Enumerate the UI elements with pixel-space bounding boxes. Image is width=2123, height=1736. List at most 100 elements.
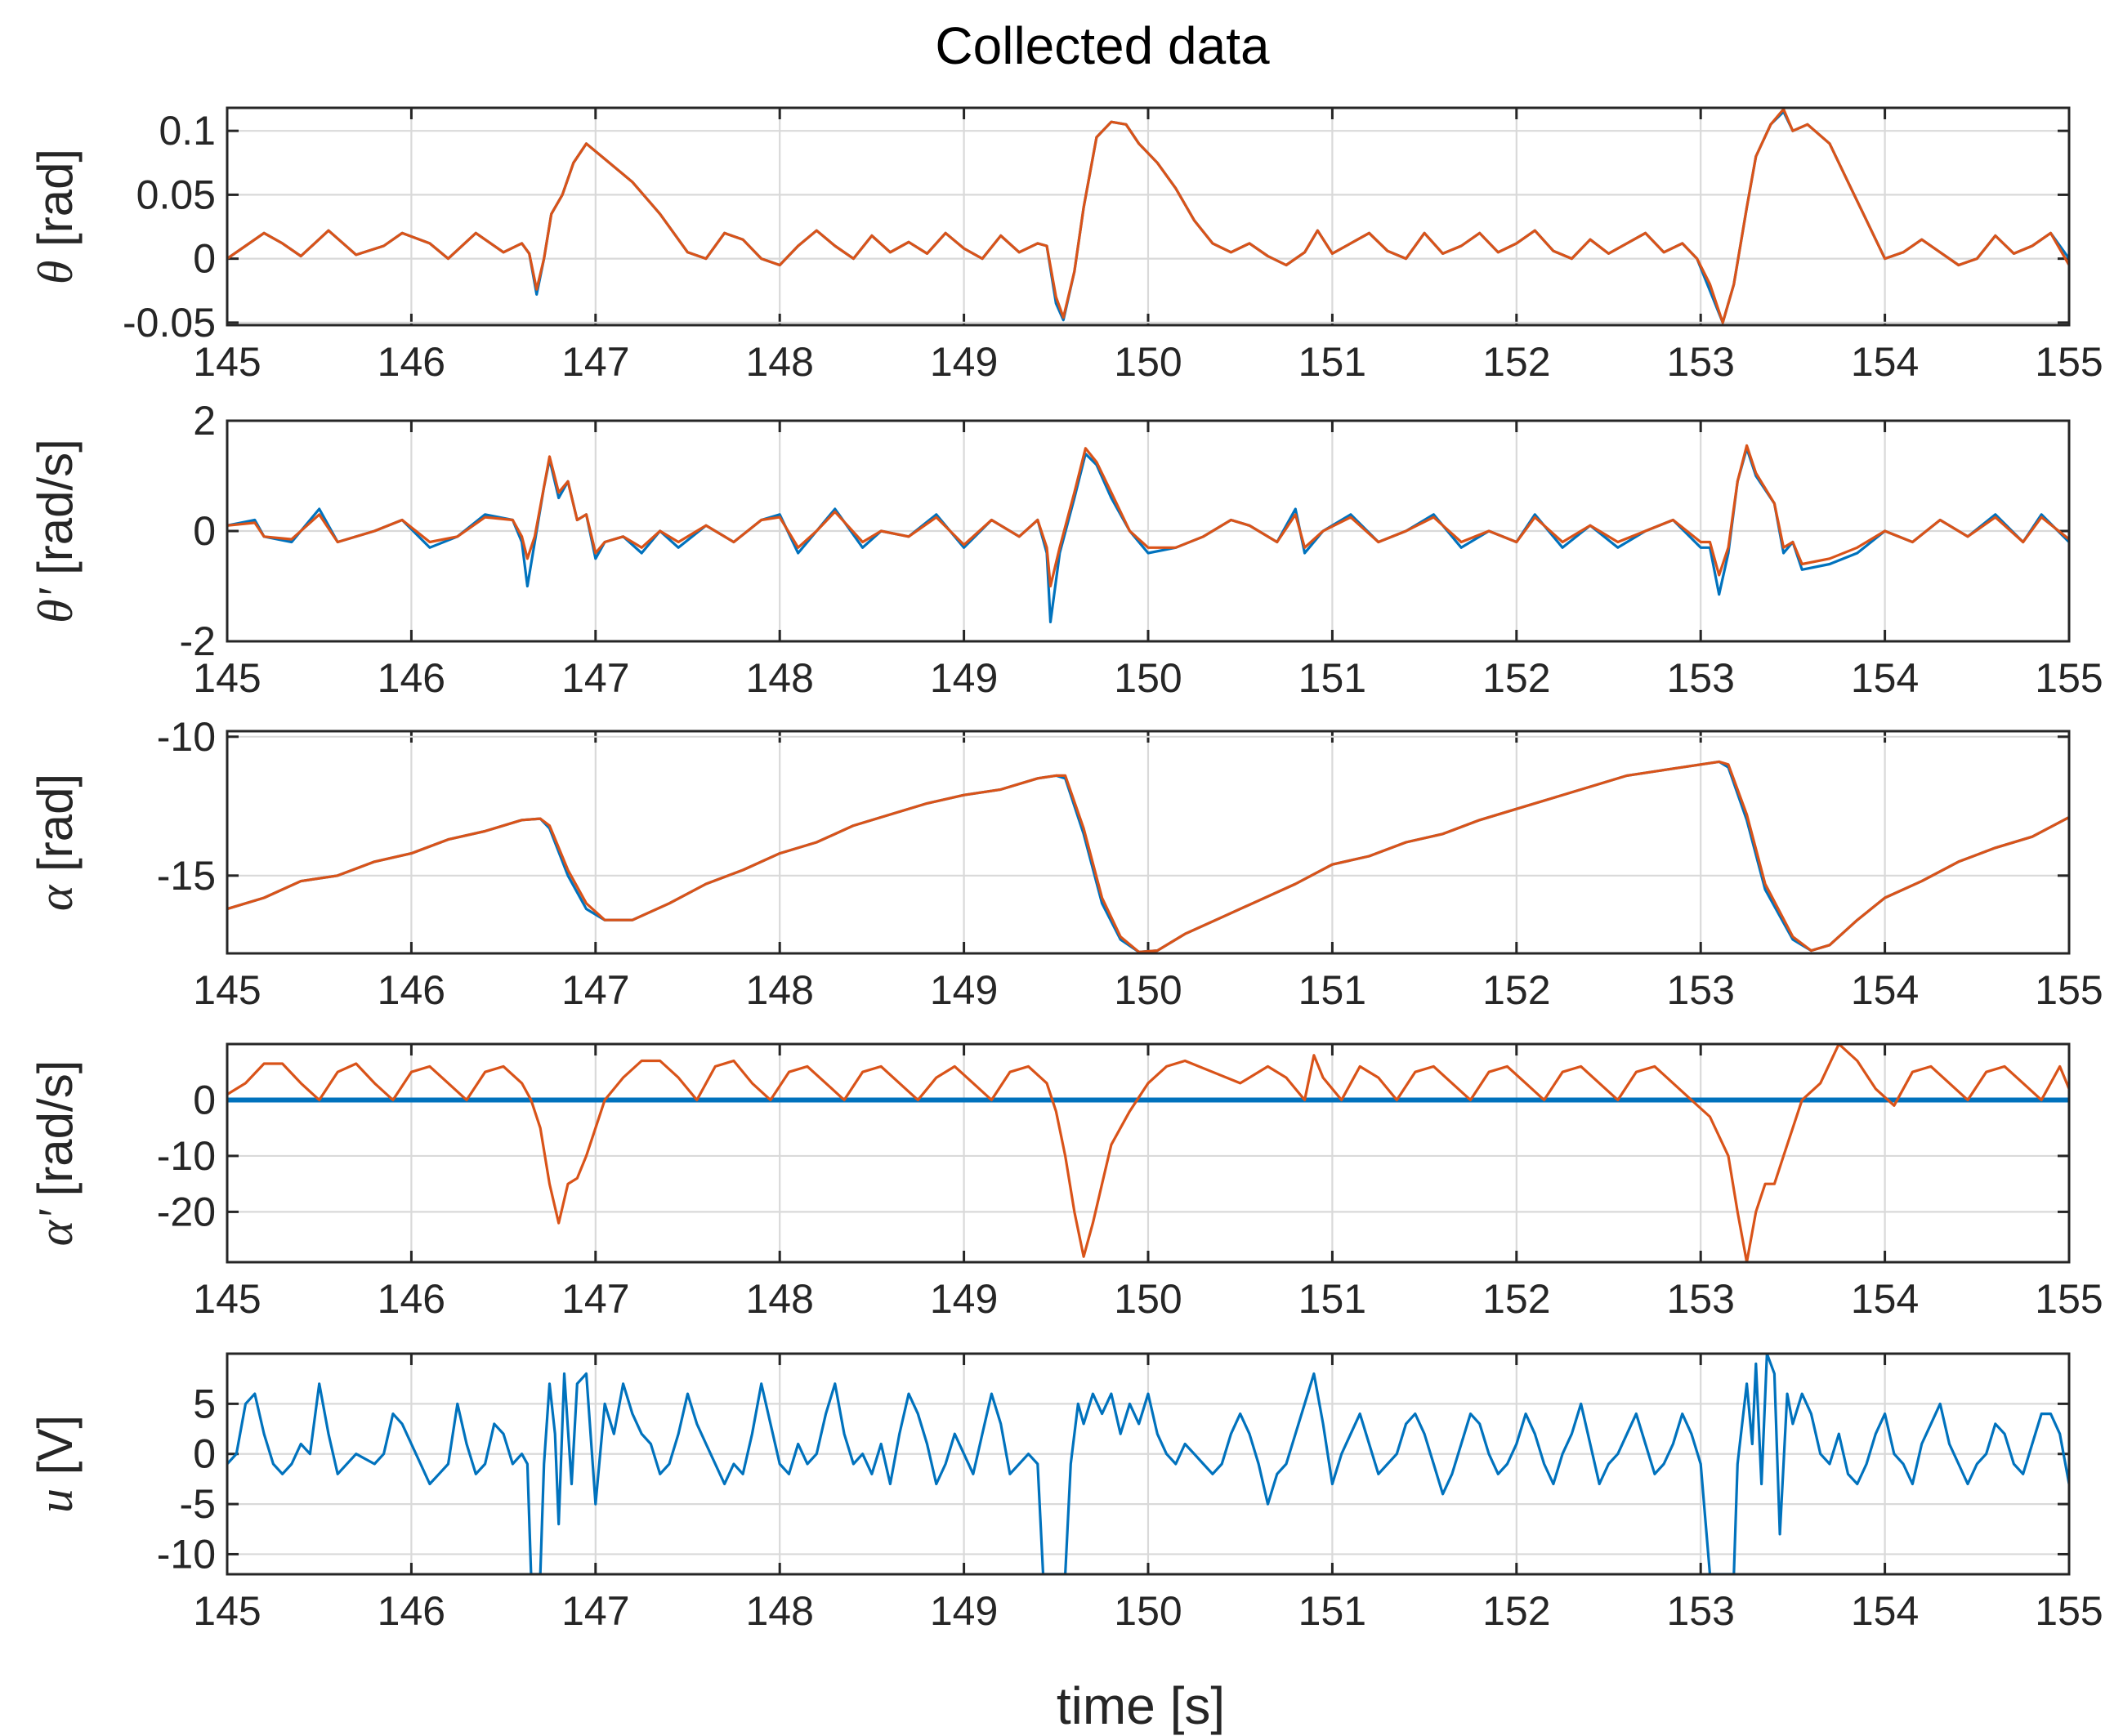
- x-tick-label: 154: [1851, 655, 1919, 701]
- y-tick-label: -15: [157, 853, 216, 899]
- y-axis-label-unit: [V]: [28, 1415, 83, 1488]
- series-line-estimated: [227, 108, 2069, 324]
- x-tick-label: 146: [378, 339, 445, 385]
- axes-frame: [226, 419, 2071, 643]
- x-tick-label: 146: [378, 655, 445, 701]
- series-line-estimated: [227, 1044, 2069, 1262]
- x-tick-label: 146: [378, 967, 445, 1013]
- y-tick-label: 0.05: [136, 172, 216, 217]
- x-tick-label: 150: [1114, 339, 1182, 385]
- x-tick-label: 145: [193, 339, 261, 385]
- x-tick-label: 154: [1851, 1588, 1919, 1634]
- y-tick-label: 0: [193, 236, 216, 282]
- x-tick-label: 155: [2035, 339, 2103, 385]
- x-tick-label: 150: [1114, 967, 1182, 1013]
- x-tick-label: 155: [2035, 1276, 2103, 1322]
- x-tick-label: 146: [378, 1276, 445, 1322]
- x-tick-label: 150: [1114, 655, 1182, 701]
- y-tick-label: 2: [193, 398, 216, 444]
- subplot-1: 145 146 147 148 149 150 151 152 153 154 155 0.1 0.05…: [28, 106, 2103, 385]
- x-tick-label: 148: [745, 655, 813, 701]
- x-tick-label: 148: [745, 1588, 813, 1634]
- x-tick-label: 145: [193, 967, 261, 1013]
- x-tick-label: 145: [193, 1276, 261, 1322]
- y-tick-label: 0: [193, 1077, 216, 1122]
- x-tick-label: 151: [1298, 1276, 1366, 1322]
- x-tick-label: 146: [378, 1588, 445, 1634]
- y-tick-label: -10: [157, 714, 216, 760]
- x-tick-label: 145: [193, 655, 261, 701]
- x-tick-label: 150: [1114, 1588, 1182, 1634]
- x-tick-label: 153: [1666, 339, 1734, 385]
- y-axis-label-variable: α': [29, 1209, 83, 1246]
- x-axis-label: time [s]: [1057, 1676, 1225, 1735]
- x-tick-label: 148: [745, 1276, 813, 1322]
- x-tick-label: 149: [930, 1588, 998, 1634]
- x-tick-label: 155: [2035, 655, 2103, 701]
- x-tick-label: 147: [561, 655, 629, 701]
- y-axis-label: θ' [rad/s]: [28, 439, 83, 623]
- y-tick-label: -2: [180, 618, 216, 664]
- axes-frame: [226, 1042, 2071, 1264]
- x-tick-label: 152: [1482, 655, 1550, 701]
- y-axis-label-unit: [rad]: [28, 149, 83, 261]
- axes-frame: [226, 1352, 2071, 1576]
- x-tick-label: 147: [561, 1588, 629, 1634]
- x-tick-label: 152: [1482, 1588, 1550, 1634]
- x-tick-label: 154: [1851, 1276, 1919, 1322]
- y-tick-label: 0: [193, 1431, 216, 1477]
- y-axis-label-unit: [rad/s]: [28, 439, 83, 588]
- y-axis-label-variable: θ: [29, 261, 83, 284]
- y-axis-label: α [rad]: [28, 774, 83, 911]
- subplots: 145 146 147 148 149 150 151 152 153 154 155 0.1 0.05…: [28, 106, 2103, 1634]
- y-tick-label: 0: [193, 508, 216, 554]
- series-line-estimated: [227, 444, 2069, 588]
- axes-frame: [226, 730, 2071, 955]
- x-tick-label: 153: [1666, 967, 1734, 1013]
- x-tick-label: 155: [2035, 1588, 2103, 1634]
- x-tick-label: 147: [561, 339, 629, 385]
- y-tick-label: -0.05: [123, 300, 216, 346]
- x-tick-label: 147: [561, 967, 629, 1013]
- x-tick-label: 150: [1114, 1276, 1182, 1322]
- y-tick-label: -10: [157, 1133, 216, 1179]
- y-axis-label: u [V]: [28, 1415, 83, 1513]
- x-tick-label: 151: [1298, 1588, 1366, 1634]
- x-tick-label: 155: [2035, 967, 2103, 1013]
- x-tick-label: 151: [1298, 339, 1366, 385]
- subplot-4: 145 146 147 148 149 150 151 152 153 154 155 0 -10 -20…: [28, 1042, 2103, 1322]
- x-tick-label: 152: [1482, 967, 1550, 1013]
- subplot-3: 145 146 147 148 149 150 151 152 153 154 155 -10 -15 α…: [28, 714, 2103, 1013]
- y-tick-label: -20: [157, 1189, 216, 1234]
- y-axis-label-variable: θ': [29, 587, 83, 623]
- y-axis-label: α' [rad/s]: [28, 1060, 83, 1247]
- axes-frame: [226, 106, 2071, 327]
- x-tick-label: 153: [1666, 1588, 1734, 1634]
- x-tick-label: 149: [930, 967, 998, 1013]
- series-line-measured: [227, 1354, 2069, 1574]
- x-tick-label: 152: [1482, 339, 1550, 385]
- x-tick-label: 149: [930, 1276, 998, 1322]
- subplot-5: 145 146 147 148 149 150 151 152 153 154 155 5 0-5-10…: [28, 1352, 2103, 1634]
- x-tick-label: 152: [1482, 1276, 1550, 1322]
- subplot-2: 145 146 147 148 149 150 151 152 153 154 155 2 0 -2 θ' …: [28, 398, 2103, 701]
- x-tick-label: 147: [561, 1276, 629, 1322]
- x-tick-label: 145: [193, 1588, 261, 1634]
- x-tick-label: 151: [1298, 655, 1366, 701]
- y-tick-label: -10: [157, 1531, 216, 1577]
- y-tick-label: -5: [180, 1481, 216, 1527]
- y-tick-label: 5: [193, 1381, 216, 1426]
- x-tick-label: 151: [1298, 967, 1366, 1013]
- y-tick-label: 0.1: [159, 108, 216, 154]
- x-tick-label: 154: [1851, 339, 1919, 385]
- x-tick-label: 154: [1851, 967, 1919, 1013]
- x-tick-label: 148: [745, 339, 813, 385]
- y-axis-label-unit: [rad/s]: [28, 1060, 83, 1210]
- series-line-estimated: [227, 760, 2069, 953]
- x-tick-label: 148: [745, 967, 813, 1013]
- x-tick-label: 149: [930, 655, 998, 701]
- y-axis-label-unit: [rad]: [28, 774, 83, 886]
- x-tick-label: 153: [1666, 1276, 1734, 1322]
- chart-title: Collected data: [935, 16, 1270, 75]
